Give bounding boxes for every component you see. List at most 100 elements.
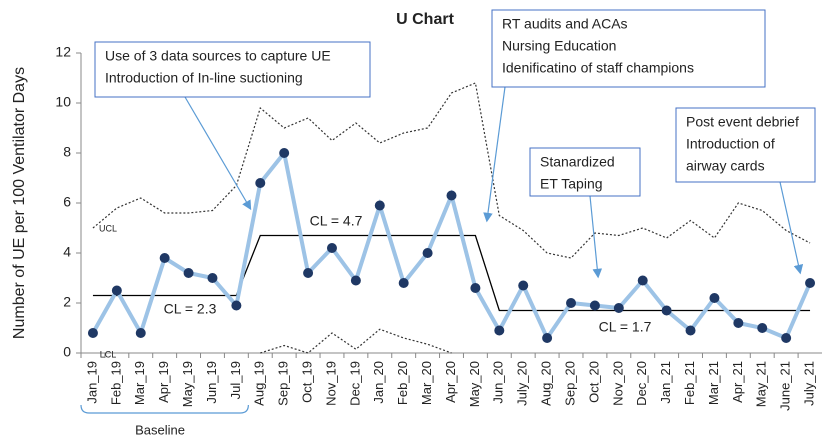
x-tick-label: July_20 <box>515 361 530 406</box>
data-point <box>374 200 385 211</box>
data-point <box>350 275 361 286</box>
x-tick-label: Apr_19 <box>156 361 171 403</box>
x-tick-label: Jan_20 <box>371 361 386 404</box>
x-tick-label: Dec_19 <box>347 361 362 406</box>
data-point <box>637 275 648 286</box>
data-point <box>183 268 194 278</box>
y-tick-label: 0 <box>63 344 71 360</box>
x-tick-label: May_19 <box>180 361 195 407</box>
x-tick-label: June_21 <box>778 361 793 411</box>
annotation-text: RT audits and ACAs <box>502 16 628 32</box>
data-point <box>303 268 314 278</box>
chart-title: U Chart <box>396 11 454 28</box>
x-tick-label: Aug_19 <box>252 361 267 406</box>
data-point <box>494 325 505 336</box>
x-tick-label: Apr_21 <box>730 361 745 403</box>
data-point <box>518 280 529 291</box>
annotation-text: Introduction of <box>686 136 775 152</box>
data-point <box>709 293 720 303</box>
data-point <box>326 243 337 253</box>
data-point <box>135 328 146 338</box>
annotation-text: Stanardized <box>540 154 615 170</box>
annotation-text: Introduction of In-line suctioning <box>105 70 303 86</box>
data-point <box>279 148 290 158</box>
line-label: CL = 2.3 <box>164 301 217 317</box>
data-point <box>757 323 768 333</box>
x-tick-label: May_20 <box>467 361 482 407</box>
x-tick-label: Nov_19 <box>323 361 338 406</box>
data-point <box>398 278 409 288</box>
y-tick-label: 6 <box>63 194 71 210</box>
data-point <box>685 325 696 336</box>
annotation-text: airway cards <box>686 158 765 174</box>
line-label: LCL <box>100 349 117 359</box>
annotation-arrow <box>779 181 804 275</box>
x-tick-label: Oct_20 <box>586 361 601 403</box>
y-axis-label: Number of UE per 100 Ventilator Days <box>11 67 28 339</box>
data-point <box>566 298 577 308</box>
x-tick-label: Dec_20 <box>634 361 649 406</box>
annotation-text: Idenificatino of staff champions <box>502 60 694 76</box>
data-point <box>422 248 433 258</box>
line-label: CL = 1.7 <box>599 319 652 335</box>
x-tick-label: Feb_21 <box>682 361 697 405</box>
x-tick-label: May_21 <box>754 361 769 407</box>
data-point <box>805 278 816 288</box>
x-tick-label: Jan_21 <box>658 361 673 404</box>
x-tick-label: Jun_20 <box>491 361 506 404</box>
x-tick-label: Nov_20 <box>610 361 625 406</box>
x-tick-label: Mar_19 <box>132 361 147 405</box>
annotation-text: Post event debrief <box>686 114 799 130</box>
series-line <box>92 234 811 312</box>
annotation-box <box>94 41 371 98</box>
series-line <box>92 82 811 259</box>
x-tick-label: Aug_20 <box>539 361 554 406</box>
y-tick-label: 10 <box>55 94 71 110</box>
series-line <box>260 328 452 354</box>
x-tick-label: Jun_19 <box>204 361 219 404</box>
line-label: CL = 4.7 <box>310 213 363 229</box>
annotation-box <box>491 9 766 88</box>
annotation-text: Use of 3 data sources to capture UE <box>105 48 331 64</box>
x-tick-label: Feb_20 <box>395 361 410 405</box>
annotation-text: ET Taping <box>540 176 603 192</box>
data-point <box>446 190 457 201</box>
data-point <box>111 285 122 296</box>
data-point <box>470 283 481 293</box>
data-point <box>542 333 553 343</box>
data-point <box>159 253 170 263</box>
x-tick-label: Feb_19 <box>108 361 123 405</box>
x-tick-label: Mar_21 <box>706 361 721 405</box>
x-tick-label: Jan_19 <box>84 361 99 404</box>
data-point <box>661 305 672 316</box>
x-tick-label: Oct_19 <box>300 361 315 403</box>
line-label: Baseline <box>135 422 185 436</box>
y-tick-label: 8 <box>63 144 71 160</box>
x-tick-label: Apr_20 <box>443 361 458 403</box>
data-point <box>255 178 266 188</box>
annotation-arrow <box>184 96 252 211</box>
annotation-text: Nursing Education <box>502 38 616 54</box>
baseline-bracket <box>80 404 249 414</box>
data-point <box>589 300 600 311</box>
y-tick-label: 4 <box>63 244 71 260</box>
x-tick-label: Sep_19 <box>276 361 291 406</box>
line-label: UCL <box>99 223 117 233</box>
data-point <box>613 303 624 313</box>
x-tick-label: July_21 <box>801 361 816 406</box>
y-tick-label: 12 <box>55 44 71 60</box>
annotation-arrow <box>589 195 603 279</box>
annotation-box <box>675 107 816 183</box>
x-tick-label: Jul_19 <box>228 361 243 399</box>
annotation-box <box>529 147 641 197</box>
annotation-arrow <box>483 86 506 223</box>
x-tick-label: Sep_20 <box>562 361 577 406</box>
x-tick-label: Mar_20 <box>419 361 434 405</box>
y-tick-label: 2 <box>63 294 71 310</box>
data-point <box>781 333 792 343</box>
data-point <box>733 318 744 328</box>
data-point <box>207 273 218 283</box>
data-point <box>231 300 242 311</box>
data-point <box>87 328 98 338</box>
